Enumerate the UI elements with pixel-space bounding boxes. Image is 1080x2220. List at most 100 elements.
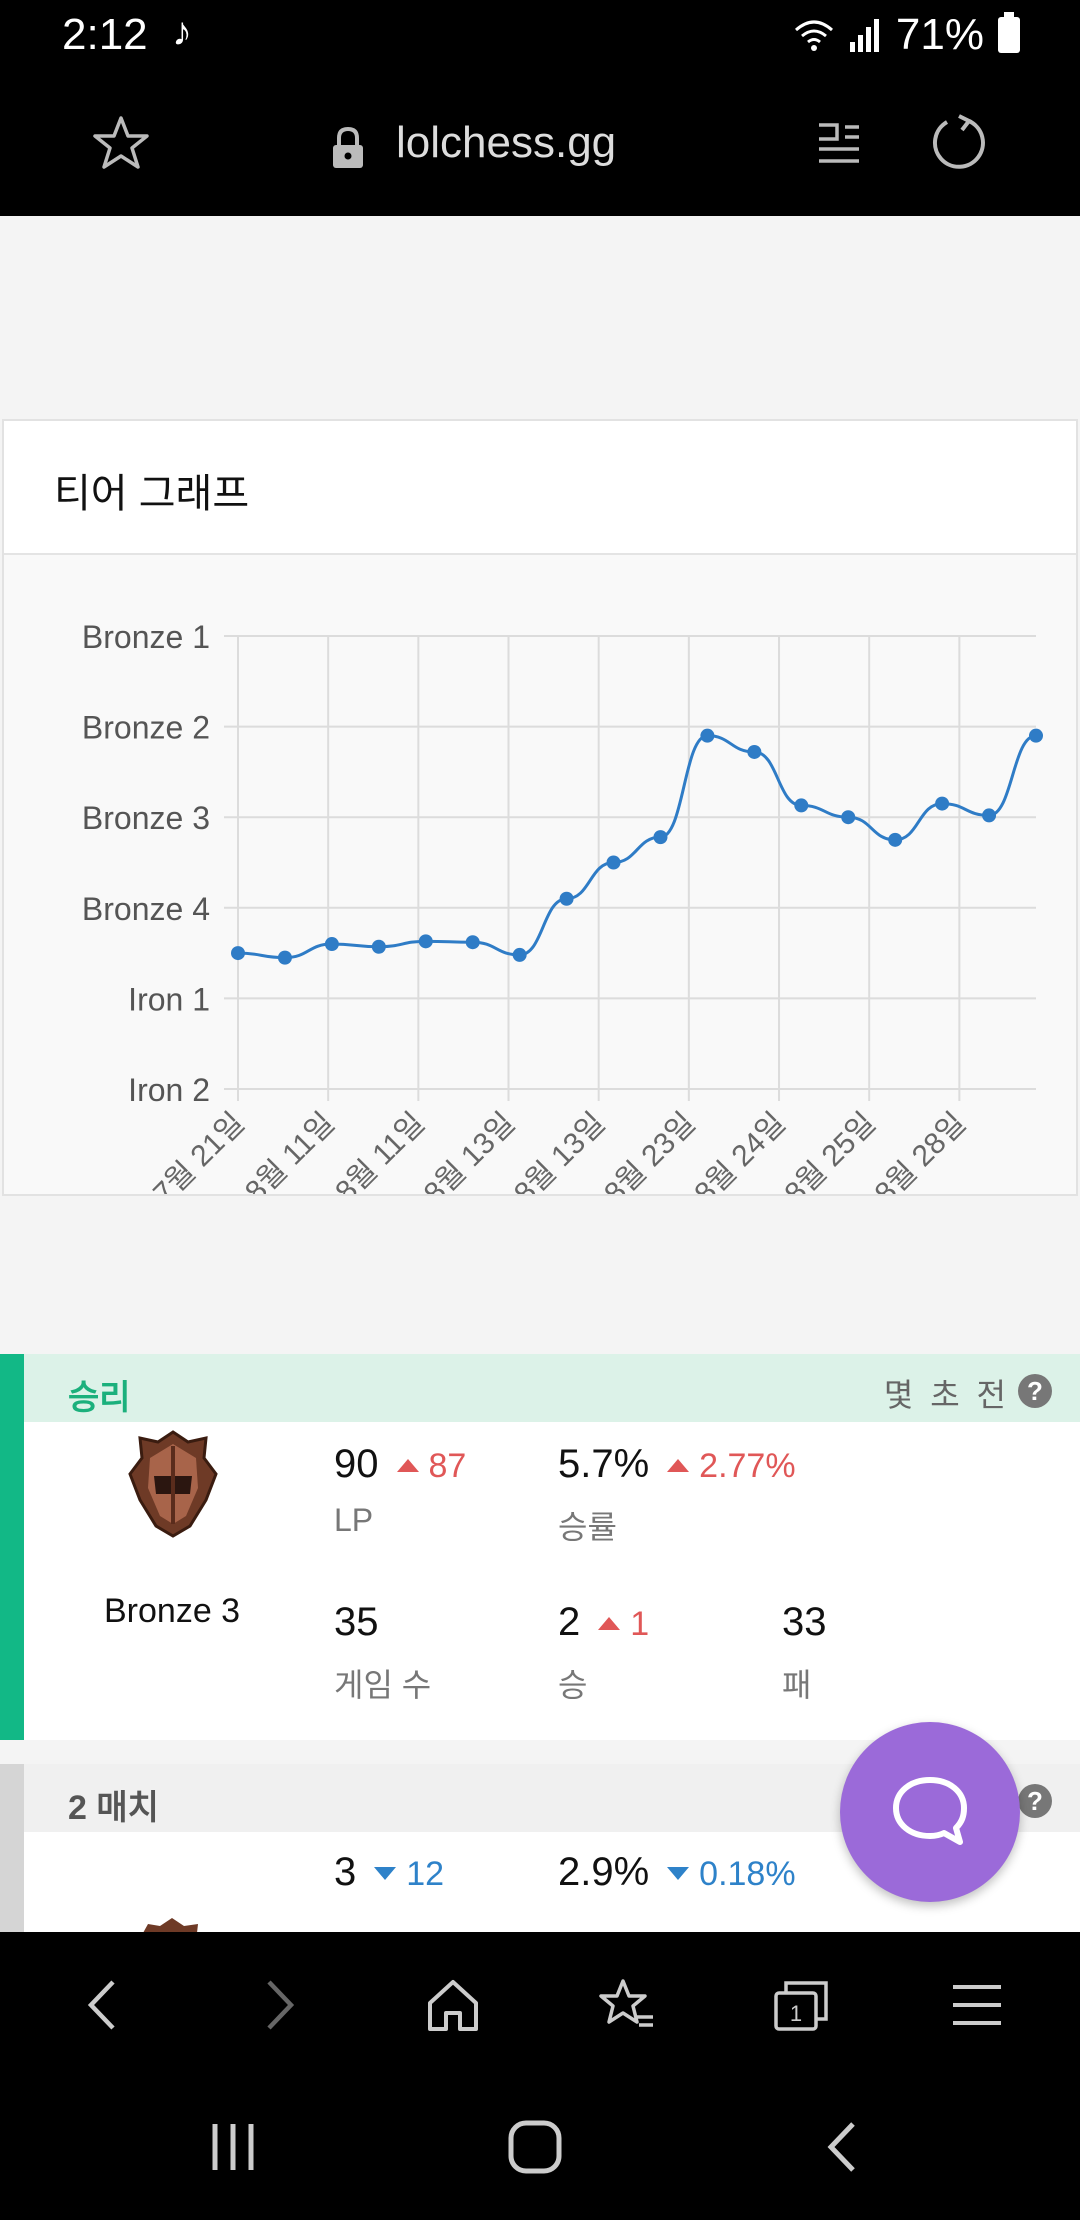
data-point <box>371 939 386 954</box>
tier-line-chart: Bronze 1 Bronze 2 Bronze 3 Bronze 4 Iron 1 Ir… <box>82 619 1043 1194</box>
tier-graph-card: 티어 그래프 Bronze 1 Bronze 2 Bronze 3 Bronze 4 I… <box>2 419 1078 1196</box>
games-value: 35 <box>334 1600 379 1644</box>
browser-bottom-nav: 1 <box>0 1932 1080 2076</box>
x-tick-label: 8월 13일 <box>418 1107 522 1194</box>
winrate-value: 5.7% 2.77% <box>558 1442 796 1487</box>
bookmark-star-icon[interactable] <box>86 108 156 178</box>
arrow-up-icon <box>667 1459 690 1472</box>
wins-number: 2 <box>558 1600 581 1644</box>
lp-number: 3 <box>334 1850 357 1894</box>
lp-change: 12 <box>406 1855 445 1893</box>
web-page: 티어 그래프 Bronze 1 Bronze 2 Bronze 3 Bronze 4 I… <box>0 216 1080 1932</box>
data-point <box>606 855 621 870</box>
match-result-label: 2 매치 <box>68 1789 159 1827</box>
refresh-icon[interactable] <box>924 108 994 178</box>
help-icon[interactable]: ? <box>1018 1784 1052 1818</box>
bookmarks-icon[interactable] <box>590 1968 664 2042</box>
winrate-label: 승률 <box>558 1509 617 1545</box>
wins-change: 1 <box>630 1605 650 1643</box>
battery-percent: 71% <box>895 10 984 59</box>
arrow-up-icon <box>396 1459 419 1472</box>
wins-label: 승 <box>558 1667 588 1703</box>
system-back-icon[interactable] <box>806 2112 876 2182</box>
series-line <box>237 734 1037 960</box>
winrate-number: 5.7% <box>558 1442 650 1486</box>
data-point <box>841 810 856 825</box>
lp-label: LP <box>334 1502 374 1538</box>
help-icon[interactable]: ? <box>1018 1374 1052 1408</box>
data-point <box>465 935 480 950</box>
chat-bubble-icon <box>893 1777 967 1845</box>
data-point <box>794 798 809 813</box>
graph-title: 티어 그래프 <box>54 472 250 516</box>
games-label: 게임 수 <box>334 1667 432 1703</box>
bronze-emblem-icon <box>128 1430 218 1538</box>
data-point <box>747 744 762 759</box>
svg-text:1: 1 <box>790 2001 802 2026</box>
x-tick-label: 8월 11일 <box>329 1107 431 1194</box>
lp-number: 90 <box>334 1442 379 1486</box>
browser-toolbar: lolchess.gg <box>0 70 1080 216</box>
losses-label: 패 <box>782 1667 812 1703</box>
home-button-icon[interactable] <box>500 2112 570 2182</box>
y-tick-label: Bronze 3 <box>82 800 210 836</box>
x-tick-label: 8월 11일 <box>239 1107 341 1194</box>
match-card-header: 승리 몇 초 전 ? <box>24 1354 1080 1422</box>
winrate-value: 2.9% 0.18% <box>558 1850 796 1895</box>
forward-icon[interactable] <box>242 1968 316 2042</box>
x-tick-label: 8월 24일 <box>688 1107 792 1194</box>
battery-icon <box>998 12 1020 53</box>
url-field[interactable]: lolchess.gg <box>396 118 617 167</box>
data-point <box>559 891 574 906</box>
wifi-icon <box>794 20 833 51</box>
data-point <box>418 934 433 949</box>
y-tick-label: Iron 2 <box>128 1072 210 1108</box>
tabs-icon[interactable]: 1 <box>764 1968 838 2042</box>
x-tick-label: 7월 21일 <box>147 1107 251 1194</box>
arrow-down-icon <box>374 1867 397 1880</box>
recent-apps-icon[interactable] <box>198 2112 268 2182</box>
menu-icon[interactable] <box>940 1968 1014 2042</box>
result-strip <box>0 1764 24 1932</box>
signal-icon <box>849 19 879 52</box>
data-point <box>982 808 997 823</box>
reader-mode-icon[interactable] <box>804 108 874 178</box>
winrate-change: 2.77% <box>699 1447 796 1485</box>
losses-value: 33 <box>782 1600 827 1644</box>
x-tick-label: 8월 13일 <box>508 1107 612 1194</box>
home-icon[interactable] <box>416 1968 490 2042</box>
status-time: 2:12 <box>62 10 148 59</box>
tier-name: Bronze 3 <box>104 1592 241 1630</box>
y-tick-label: Bronze 2 <box>82 710 210 746</box>
match-result-label: 승리 <box>68 1379 131 1417</box>
winrate-number: 2.9% <box>558 1850 650 1894</box>
graph-header: 티어 그래프 <box>4 421 1076 555</box>
match-card-win[interactable]: 승리 몇 초 전 ? Bronze 3 90 87 LP 5.7% 2.77% 승률… <box>0 1354 1080 1740</box>
back-icon[interactable] <box>66 1968 140 2042</box>
data-point <box>512 947 527 962</box>
x-tick-label: 8월 28일 <box>869 1107 973 1194</box>
data-point <box>231 946 245 961</box>
match-time: 몇 초 전 <box>883 1377 1010 1413</box>
data-point <box>324 937 339 952</box>
arrow-up-icon <box>598 1617 621 1630</box>
status-indicators: 71% <box>794 10 1020 60</box>
data-point <box>700 728 715 743</box>
lock-icon <box>333 126 363 168</box>
bronze-emblem-icon <box>143 1918 198 1932</box>
data-point <box>277 950 292 965</box>
lp-value: 90 87 <box>334 1442 466 1487</box>
x-tick-label: 8월 23일 <box>598 1107 702 1194</box>
lp-change: 87 <box>428 1447 467 1485</box>
chat-button[interactable] <box>840 1722 1020 1902</box>
x-tick-label: 8월 25일 <box>778 1107 882 1194</box>
y-tick-label: Bronze 4 <box>82 891 210 927</box>
data-point <box>653 830 668 845</box>
y-tick-label: Bronze 1 <box>82 619 210 655</box>
lp-value: 3 12 <box>334 1850 444 1895</box>
arrow-down-icon <box>667 1867 690 1880</box>
data-point <box>1029 728 1043 743</box>
music-note-icon: ♪ <box>172 10 192 54</box>
result-strip <box>0 1354 24 1740</box>
